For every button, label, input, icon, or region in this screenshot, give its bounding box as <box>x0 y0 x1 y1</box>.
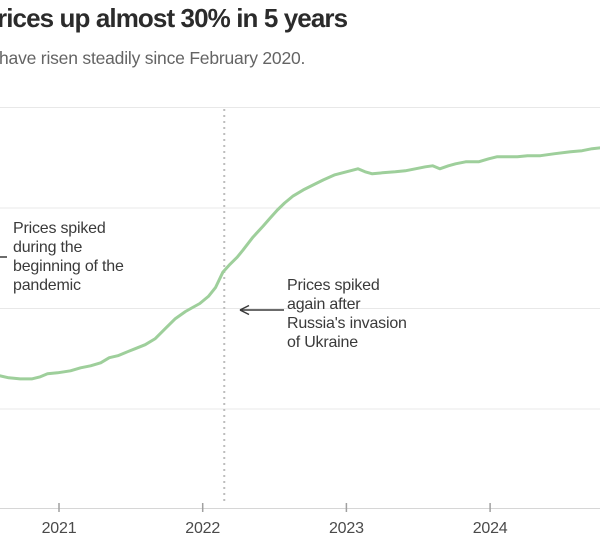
x-axis-label-2023: 2023 <box>328 520 364 537</box>
price-line <box>0 146 600 381</box>
annotation-arrow-head <box>239 304 250 311</box>
x-axis-label-2022: 2022 <box>185 520 221 537</box>
chart-title: rices up almost 30% in 5 years <box>0 3 348 33</box>
x-axis-label-2024: 2024 <box>472 520 508 537</box>
x-axis-label-2021: 2021 <box>41 520 77 537</box>
annotation-ukraine: Prices spiked again after Russia's invas… <box>287 277 407 351</box>
annotation-arrow-head <box>239 309 250 316</box>
chart-subtitle: have risen steadily since February 2020. <box>0 48 306 68</box>
annotation-pandemic: Prices spiked during the beginning of th… <box>13 220 124 294</box>
